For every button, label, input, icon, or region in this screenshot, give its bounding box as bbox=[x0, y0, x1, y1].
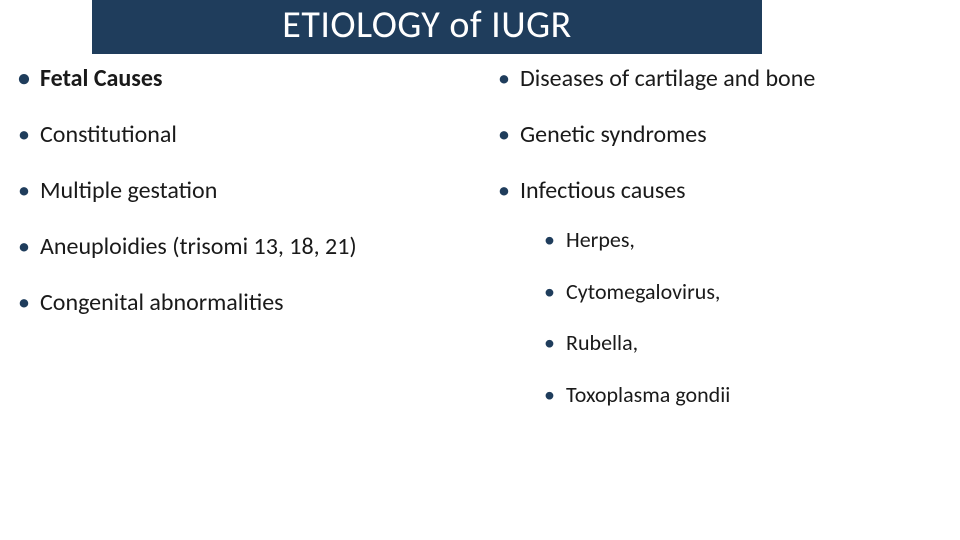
list-item: Aneuploidies (trisomi 13, 18, 21) bbox=[18, 232, 498, 262]
list-item: Congenital abnormalities bbox=[18, 288, 498, 318]
right-column: Diseases of cartilage and bone Genetic s… bbox=[498, 64, 938, 434]
list-item-label: Infectious causes bbox=[520, 176, 686, 205]
sub-list-item: Toxoplasma gondii bbox=[544, 381, 938, 409]
sub-list-item: Rubella, bbox=[544, 329, 938, 357]
slide-body: Fetal Causes Constitutional Multiple ges… bbox=[0, 54, 960, 434]
sub-list-item: Herpes, bbox=[544, 226, 938, 254]
list-item: Infectious causes Herpes, Cytomegaloviru… bbox=[498, 176, 938, 408]
list-item: Constitutional bbox=[18, 120, 498, 150]
sub-list-item: Cytomegalovirus, bbox=[544, 278, 938, 306]
list-item: Diseases of cartilage and bone bbox=[498, 64, 938, 94]
left-column: Fetal Causes Constitutional Multiple ges… bbox=[18, 64, 498, 434]
right-list: Diseases of cartilage and bone Genetic s… bbox=[498, 64, 938, 408]
slide-title: ETIOLOGY of IUGR bbox=[92, 0, 762, 54]
sub-list: Herpes, Cytomegalovirus, Rubella, Toxopl… bbox=[544, 226, 938, 408]
list-item: Multiple gestation bbox=[18, 176, 498, 206]
list-item: Genetic syndromes bbox=[498, 120, 938, 150]
list-item: Fetal Causes bbox=[18, 64, 498, 94]
left-list: Fetal Causes Constitutional Multiple ges… bbox=[18, 64, 498, 318]
